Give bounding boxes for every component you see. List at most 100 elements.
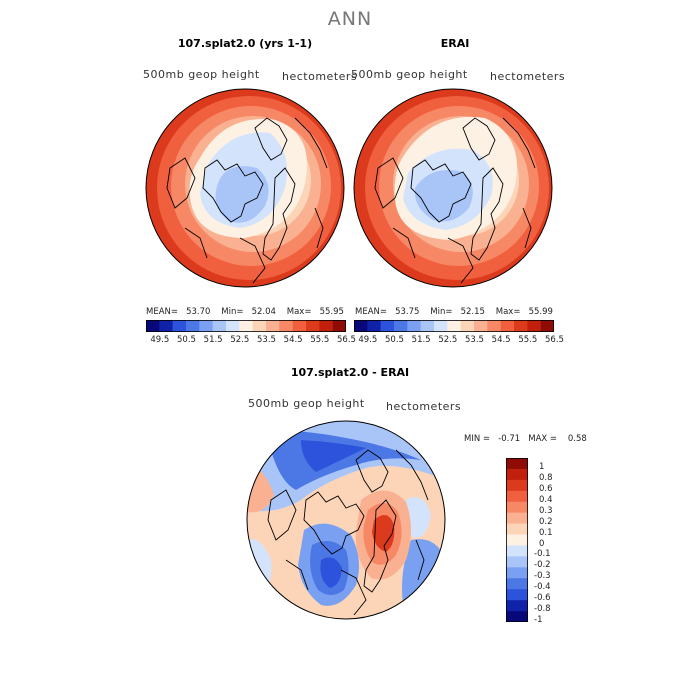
colorbar-swatch (506, 523, 528, 535)
colorbar-tick-label: 49.5 (358, 335, 378, 345)
min-value: 52.04 (251, 307, 276, 317)
colorbar-swatch (319, 320, 333, 332)
colorbar-tick-label: -0.4 (534, 582, 551, 593)
panel2-colorbar-ticks: 49.5 50.5 51.5 52.5 53.5 54.5 55.5 56.5 (354, 335, 564, 347)
colorbar-swatch (514, 320, 528, 332)
map-boundary (353, 88, 553, 288)
colorbar-tick-label: -0.1 (534, 549, 551, 560)
diff-colorbar (506, 458, 528, 622)
colorbar-tick-label: 54.5 (491, 335, 511, 345)
colorbar-tick-label: 53.5 (257, 335, 276, 345)
diff-min-value: -0.71 (498, 434, 521, 444)
colorbar-tick-label: 53.5 (465, 335, 484, 345)
colorbar-swatch (306, 320, 320, 332)
colorbar-tick-label: 55.5 (310, 335, 330, 345)
min-label: Min= (430, 307, 453, 317)
colorbar-tick-label: 50.5 (177, 335, 196, 345)
mean-value: 53.70 (186, 307, 211, 317)
max-label: Max= (286, 307, 312, 317)
colorbar-swatch (506, 512, 528, 524)
colorbar-tick-label: 1 (539, 462, 545, 472)
panel2-colorbar (354, 320, 554, 332)
coastlines (374, 117, 536, 284)
colorbar-tick-label: -0.2 (534, 560, 551, 571)
colorbar-swatch (172, 320, 187, 332)
colorbar-border (354, 320, 554, 332)
contour-band (404, 497, 431, 538)
panel1-field: 500mb geop height (143, 68, 260, 81)
colorbar-tick-label: 55.5 (518, 335, 538, 345)
panel1-polar-map (145, 88, 345, 288)
colorbar-swatch (506, 611, 528, 622)
colorbar-swatch (332, 320, 346, 332)
diff-field: 500mb geop height (248, 397, 365, 410)
colorbar-tick-label: 51.5 (203, 335, 223, 345)
colorbar-tick-label: -1 (534, 615, 543, 626)
colorbar-swatch (506, 600, 528, 612)
panel1-stats: MEAN= 53.70 Min= 52.04 Max= 55.95 (146, 307, 344, 317)
panel2-polar-map (353, 88, 553, 288)
diff-units: hectometers (386, 400, 462, 413)
colorbar-swatch (292, 320, 307, 332)
colorbar-swatch (506, 578, 528, 590)
colorbar-tick-label: 49.5 (150, 335, 170, 345)
colorbar-swatch (146, 320, 160, 332)
panel1-units: hectometers (282, 70, 358, 83)
colorbar-tick-label: 0.2 (539, 516, 553, 527)
contour-band (320, 557, 342, 588)
colorbar-tick-label: 52.5 (230, 335, 250, 345)
colorbar-tick-label: 50.5 (385, 335, 404, 345)
colorbar-tick-label: 56.5 (337, 335, 356, 345)
map-boundary (145, 88, 345, 288)
min-label: Min= (221, 307, 244, 317)
map-boundary (246, 420, 446, 620)
colorbar-tick-label: 0.1 (539, 527, 553, 538)
colorbar-swatch (506, 479, 528, 492)
colorbar-swatch (506, 567, 528, 579)
colorbar-swatch (354, 320, 368, 332)
colorbar-swatch (506, 589, 528, 601)
colorbar-tick-label: 0.8 (539, 472, 553, 483)
colorbar-tick-label: 0 (539, 538, 545, 549)
contour-band (301, 440, 366, 472)
mean-label: MEAN= (146, 307, 178, 317)
diff-polar-map (246, 420, 446, 620)
colorbar-tick-label: 54.5 (283, 335, 303, 345)
coastlines (166, 117, 328, 284)
colorbar-tick-label: 51.5 (411, 335, 431, 345)
contour-band (414, 170, 473, 222)
diff-max-label: MAX = (528, 434, 558, 444)
colorbar-tick-label: 0.4 (539, 494, 553, 505)
colorbar-border (146, 320, 346, 332)
colorbar-swatch (367, 320, 381, 332)
colorbar-swatch (506, 458, 528, 470)
diff-min-label: MIN = (464, 434, 491, 444)
colorbar-tick-label: 56.5 (545, 335, 564, 345)
colorbar-swatch (380, 320, 395, 332)
colorbar-swatch (434, 320, 448, 332)
contour-band (215, 166, 269, 223)
colorbar-swatch (239, 320, 253, 332)
main-title: ANN (327, 8, 373, 30)
panel2-field: 500mb geop height (351, 68, 468, 81)
colorbar-tick-label: -0.3 (534, 571, 551, 582)
colorbar-swatch (540, 320, 554, 332)
colorbar-tick-label: 0.6 (539, 483, 553, 494)
max-value: 55.99 (528, 307, 553, 317)
colorbar-swatch (420, 320, 435, 332)
mean-label: MEAN= (355, 307, 387, 317)
colorbar-swatch (474, 320, 488, 332)
colorbar-swatch (506, 556, 528, 568)
colorbar-tick-label: -0.6 (534, 593, 551, 604)
colorbar-swatch (506, 501, 528, 513)
panel2-title: ERAI (440, 37, 470, 50)
panel2-stats: MEAN= 53.75 Min= 52.15 Max= 55.99 (355, 307, 553, 317)
colorbar-swatch (506, 534, 528, 546)
diff-title: 107.splat2.0 - ERAI (290, 366, 410, 379)
colorbar-swatch (506, 468, 528, 481)
panel1-title: 107.splat2.0 (yrs 1-1) (177, 37, 313, 50)
colorbar-swatch (487, 320, 501, 332)
diff-stats: MIN = -0.71 MAX = 0.58 (464, 434, 587, 444)
contour-band (372, 515, 395, 552)
colorbar-swatch (506, 545, 528, 557)
